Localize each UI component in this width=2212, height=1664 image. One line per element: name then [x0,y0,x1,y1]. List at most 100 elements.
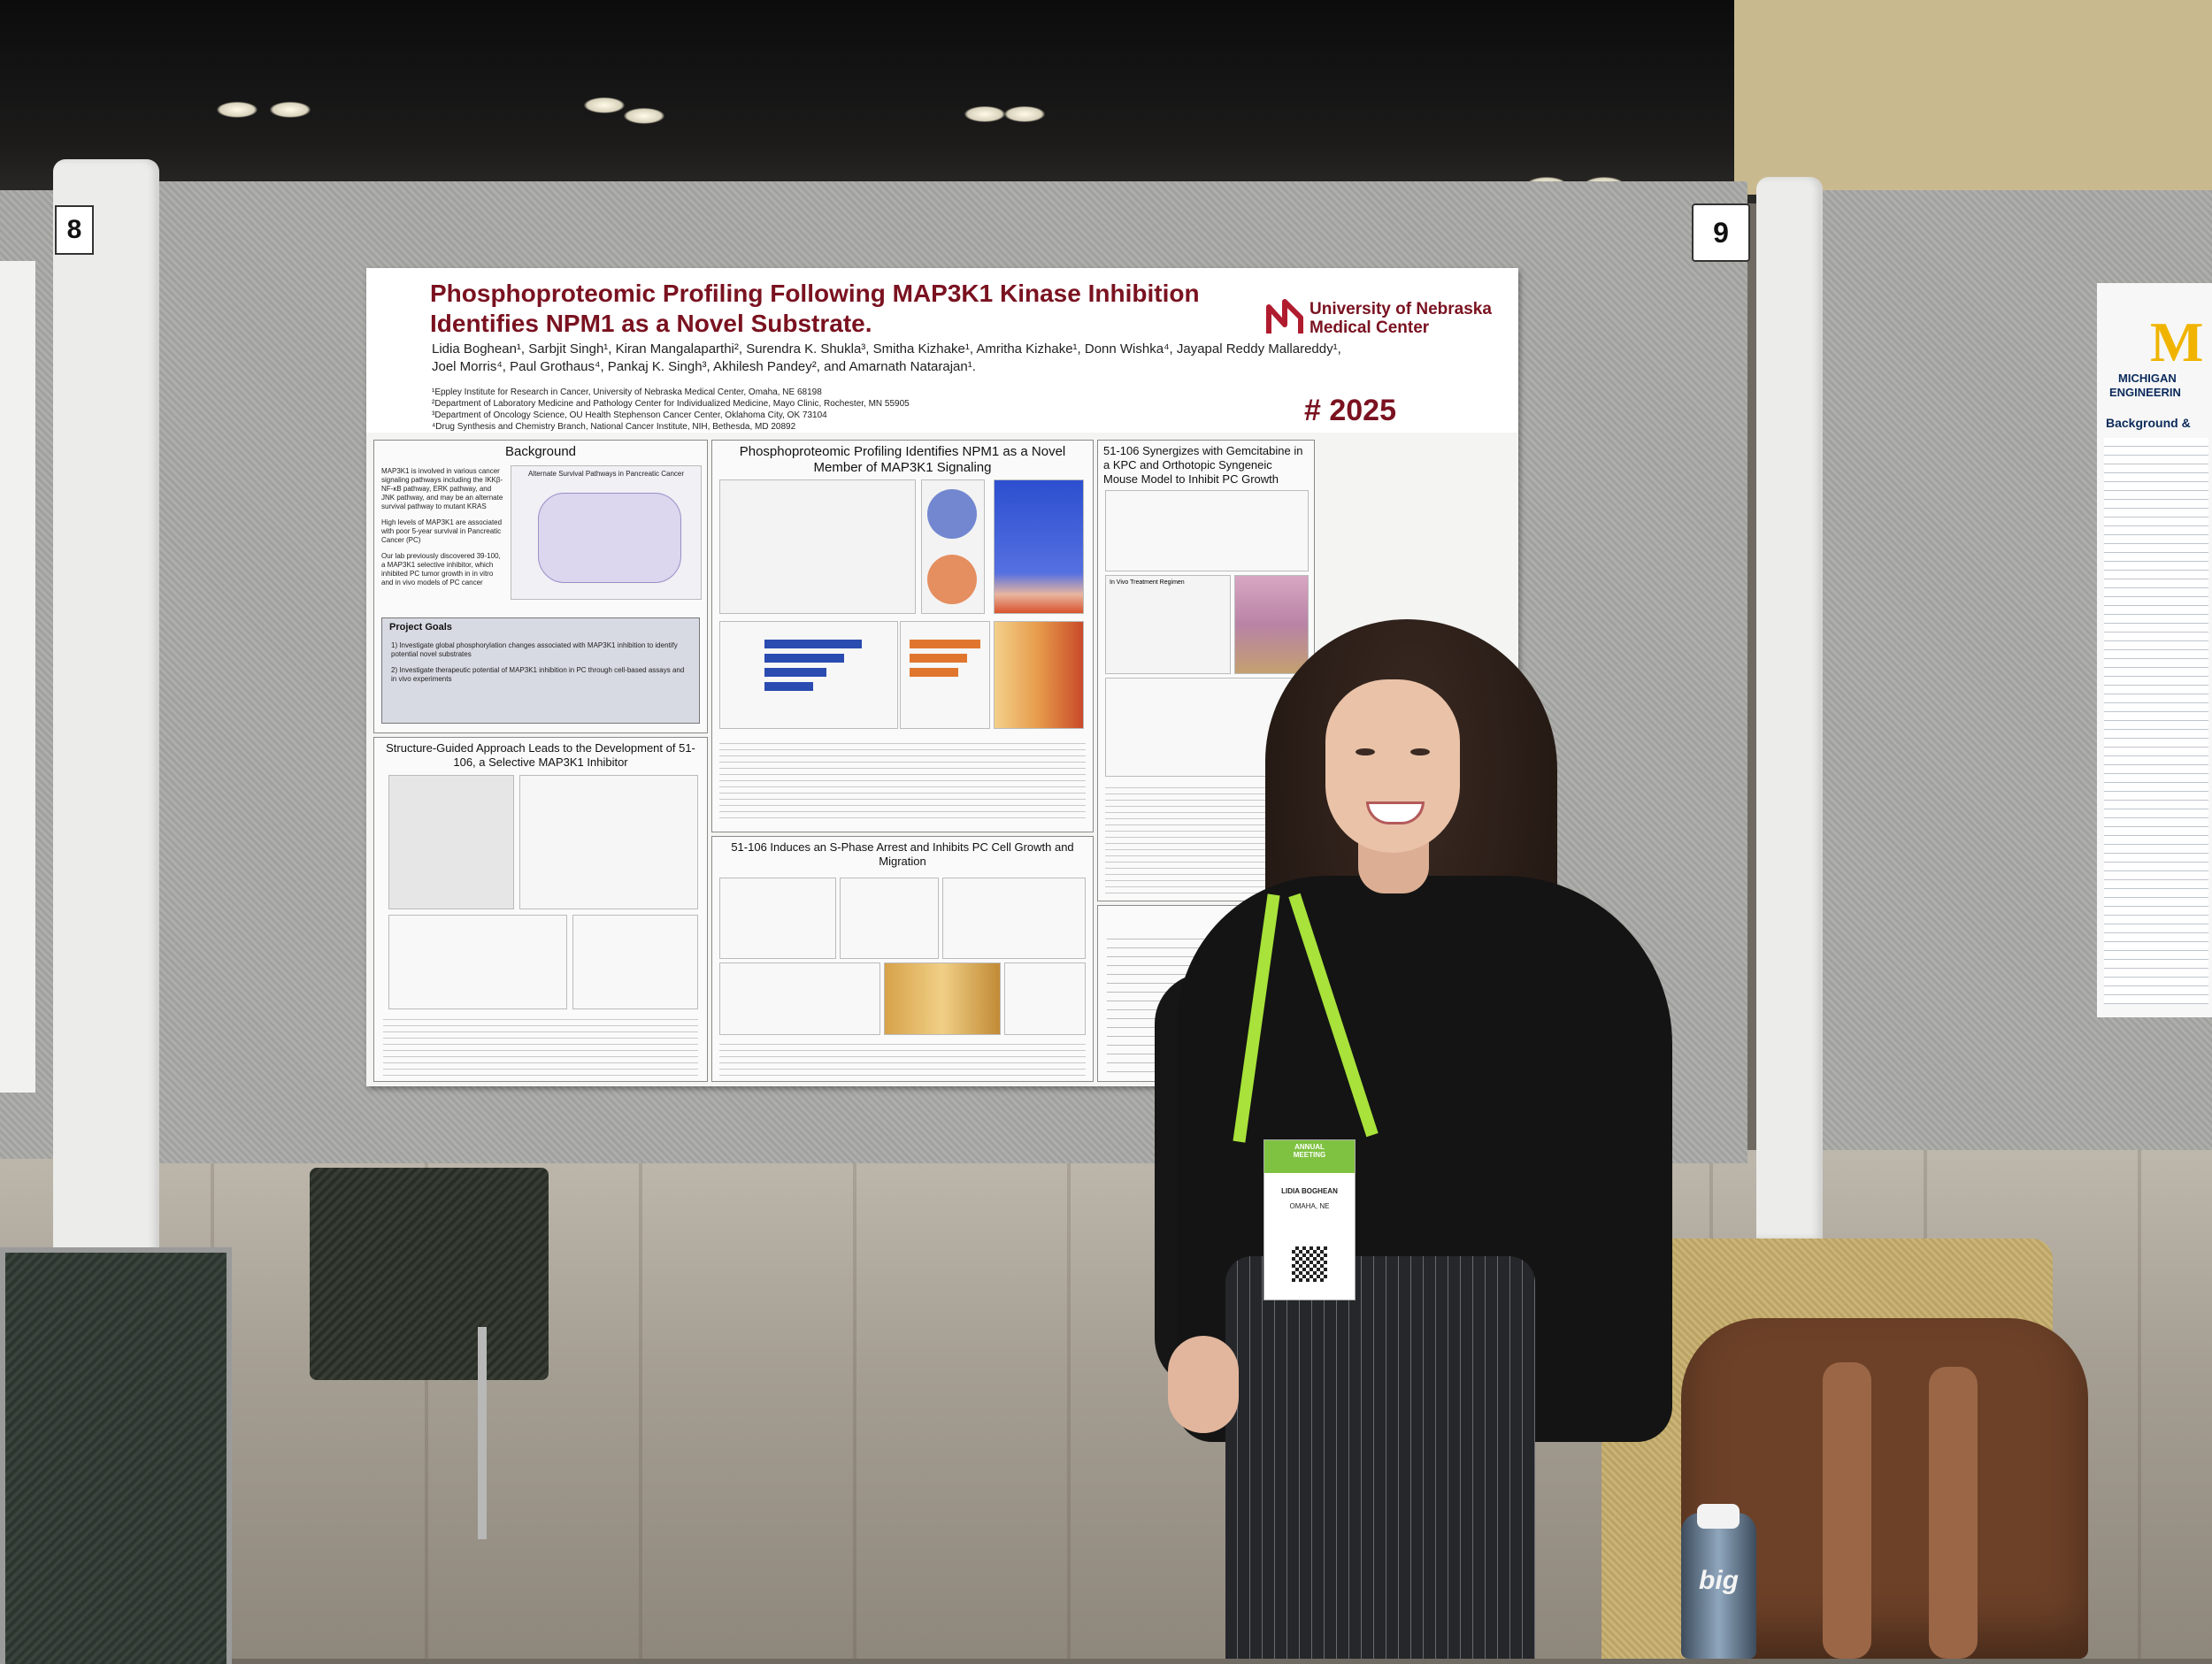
histology-figure [1234,575,1309,674]
presenter-hand [1168,1336,1239,1433]
pathway-figure-title: Alternate Survival Pathways in Pancreati… [527,470,685,478]
ceiling-light [270,102,311,118]
migration-bar-figure [1004,962,1086,1035]
name-badge: ANNUAL MEETING LIDIA BOGHEAN OMAHA, NE [1263,1139,1356,1300]
poster-authors-line1: Lidia Boghean¹, Sarbjit Singh¹, Kiran Ma… [432,341,1341,357]
left-poster-edge [0,261,35,1093]
ceiling-light [584,97,625,113]
synergy-title: 51-106 Synergizes with Gemcitabine in a … [1103,444,1303,486]
project-goal: 1) Investigate global phosphorylation ch… [391,641,678,658]
growth-curve-figure [942,878,1086,959]
presenter-face [1325,679,1460,853]
synergy-panel: 51-106 Synergizes with Gemcitabine in a … [1097,440,1315,901]
sphase-caption [719,1039,1086,1076]
background-bullet: MAP3K1 is involved in various cancer sig… [381,467,503,510]
go-bar [910,668,958,677]
synergy-curves-figure [1105,490,1309,571]
poster-number: # 2025 [1304,394,1396,427]
chair-left [0,1247,232,1664]
project-goals-box: Project Goals 1) Investigate global phos… [381,617,700,724]
poster-affiliations: ¹Eppley Institute for Research in Cancer… [432,387,1140,433]
water-bottle: big [1681,1513,1756,1659]
regimen-label: In Vivo Treatment Regimen [1110,579,1185,586]
background-bullet: High levels of MAP3K1 are associated wit… [381,518,503,544]
regimen-figure: In Vivo Treatment Regimen [1105,575,1231,674]
heatmap-figure-2 [994,621,1084,729]
phospho-panel: Phosphoproteomic Profiling Identifies NP… [711,440,1094,832]
eye-icon [1410,748,1430,755]
sphase-title: 51-106 Induces an S-Phase Arrest and Inh… [731,840,1074,868]
kinome-scan-figure [388,915,567,1009]
affiliation: ¹Eppley Institute for Research in Cancer… [432,387,822,397]
venue-back-wall [1734,0,2212,195]
project-goal: 2) Investigate therapeutic potential of … [391,666,685,683]
ceiling-light [964,106,1005,122]
badge-event-line1: ANNUAL [1294,1143,1325,1151]
phospho-caption [719,738,1086,823]
sphase-panel: 51-106 Induces an S-Phase Arrest and Inh… [711,836,1094,1082]
qr-code-icon [1292,1246,1327,1282]
structure-panel: Structure-Guided Approach Leads to the D… [373,737,708,1082]
chair-leg [478,1327,487,1539]
affiliation: ²Department of Laboratory Medicine and P… [432,399,910,409]
go-bar-figure [719,621,898,729]
cell-diagram [538,493,681,583]
logo-line2: Medical Center [1310,318,1430,337]
structure-title: Structure-Guided Approach Leads to the D… [386,741,695,769]
poster-authors: Lidia Boghean¹, Sarbjit Singh¹, Kiran Ma… [432,341,1343,376]
pathway-figure: Alternate Survival Pathways in Pancreati… [511,465,702,600]
board-number-left: 8 [66,215,82,244]
unmc-logo-icon [1266,299,1303,334]
board-number-card-main: 9 [1692,203,1750,262]
neighbor-poster-line2: ENGINEERIN [2109,386,2181,399]
poster-header: Phosphoproteomic Profiling Following MAP… [366,268,1518,433]
go-bar [910,640,980,648]
poster-authors-line2: Joel Morris⁴, Paul Grothaus⁴, Pankaj K. … [432,359,976,374]
board-frame-left [53,159,159,1309]
docking-figure [388,775,514,909]
go-bar [764,668,826,677]
badge-location: OMAHA, NE [1289,1202,1330,1210]
backpack-strap [1823,1362,1871,1659]
chemical-structures-figure [519,775,698,909]
cell-cycle-figure [719,878,836,959]
project-goals-title: Project Goals [389,622,452,633]
board-number-card-left: 8 [55,205,94,255]
poster-title-line2: Identifies NPM1 as a Novel Substrate. [430,310,872,337]
workflow-figure [719,479,916,614]
neighbor-poster-section: Background & [2106,416,2191,430]
smile-icon [1366,801,1425,824]
background-title: Background [504,444,577,459]
ceiling-light [624,108,664,124]
poster-title-line1: Phosphoproteomic Profiling Following MAP… [430,280,1200,307]
chair-middle [310,1168,549,1380]
board-frame-right [1756,177,1823,1238]
dose-curve-figure [840,878,939,959]
backpack-strap [1929,1367,1978,1659]
go-bar [764,682,813,691]
eye-icon [1356,748,1375,755]
badge-header: ANNUAL MEETING [1264,1140,1355,1173]
badge-name: LIDIA BOGHEAN [1281,1187,1338,1195]
phospho-title: Phosphoproteomic Profiling Identifies NP… [739,444,1066,475]
venn-decreased [927,489,977,539]
go-bar [764,654,844,663]
board-number-main: 9 [1713,216,1729,249]
western-blot-figure [719,962,880,1035]
neighbor-poster: M MICHIGAN ENGINEERIN Background & [2097,283,2212,1017]
go-bar [764,640,862,648]
poster-title: Phosphoproteomic Profiling Following MAP… [430,279,1209,339]
background-panel: Background MAP3K1 is involved in various… [373,440,708,733]
neighbor-poster-line1: MICHIGAN [2118,372,2177,385]
venn-increased [927,555,977,604]
bottle-label: big [1699,1566,1739,1595]
unmc-logo-text: University of Nebraska Medical Center [1310,300,1492,337]
heatmap-figure [994,479,1084,614]
venn-figure [921,479,985,614]
presenter-pinstripe-pants [1225,1256,1535,1659]
affiliation: ³Department of Oncology Science, OU Heal… [432,410,827,420]
go-bar [910,654,967,663]
affiliation: ⁴Drug Synthesis and Chemistry Branch, Na… [432,422,796,432]
migration-image-figure [884,962,1001,1035]
neighbor-poster-logo: M [2150,311,2204,373]
